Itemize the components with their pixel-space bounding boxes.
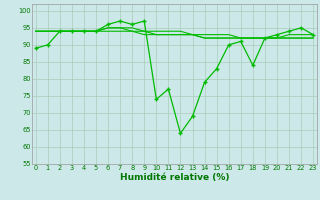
X-axis label: Humidité relative (%): Humidité relative (%) — [120, 173, 229, 182]
